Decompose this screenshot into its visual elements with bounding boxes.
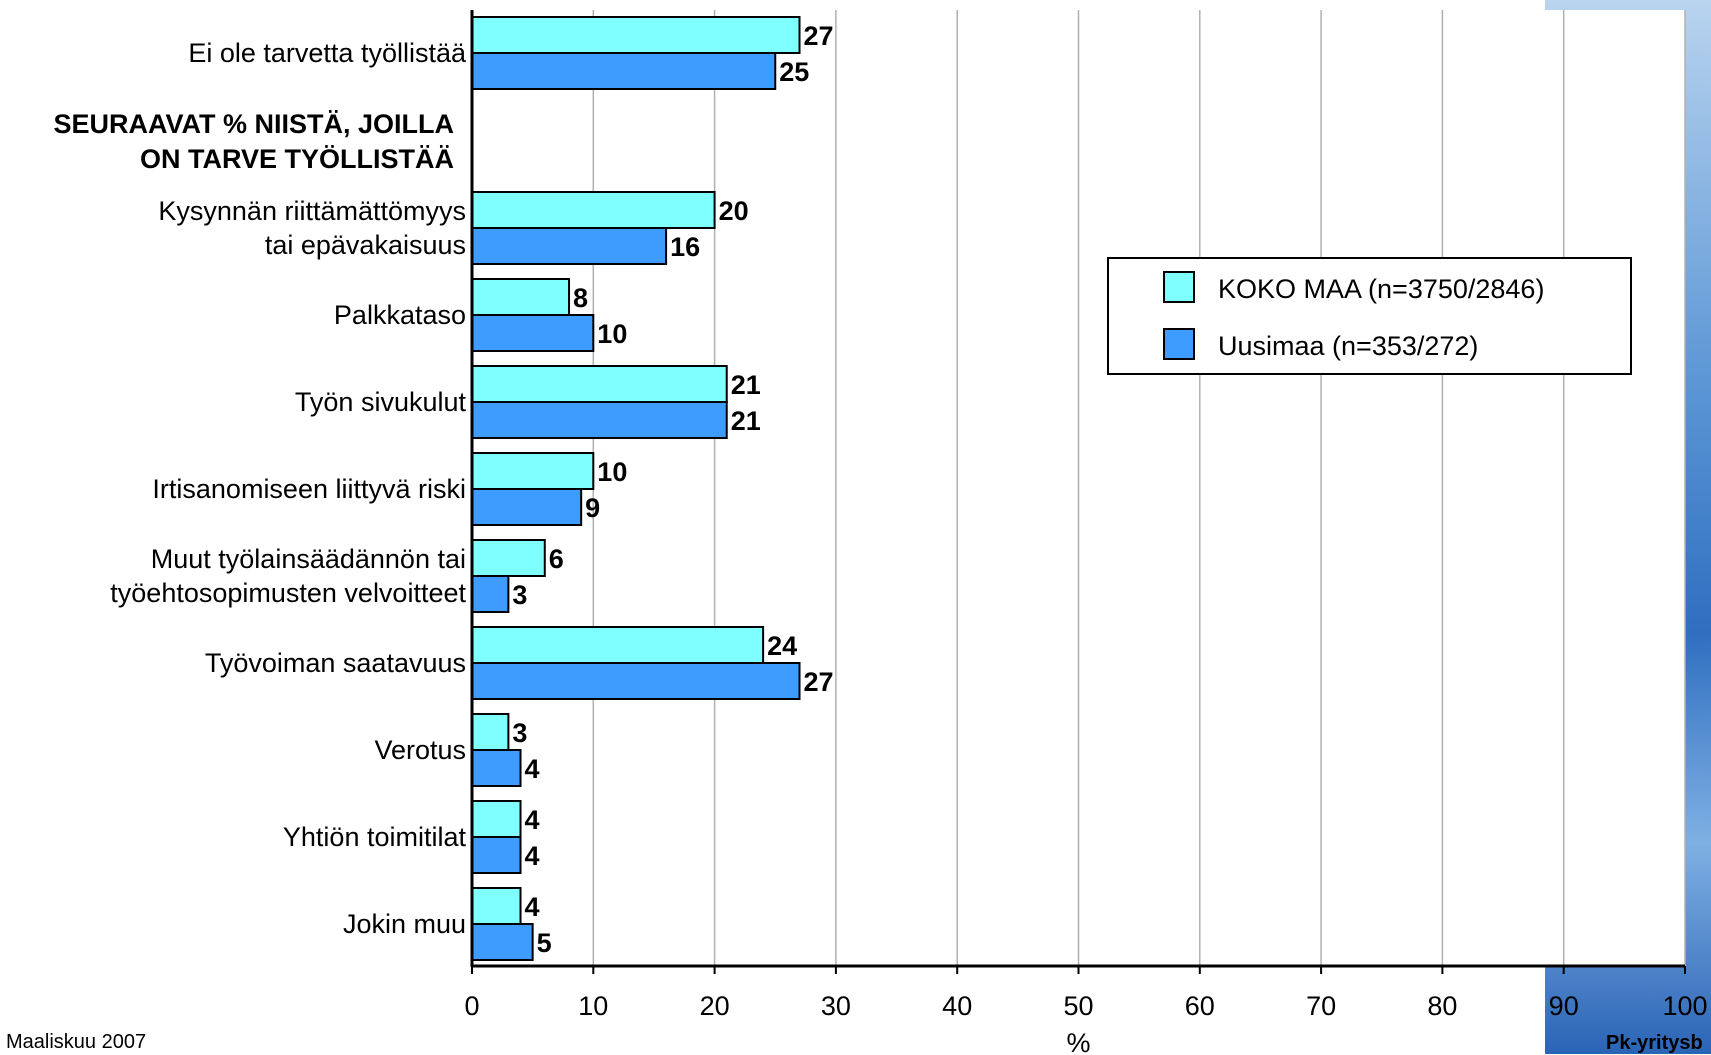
data-label: 4 bbox=[525, 892, 540, 922]
category-label: työehtosopimusten velvoitteet bbox=[110, 578, 466, 608]
x-tick-label: 50 bbox=[1063, 991, 1093, 1021]
data-label: 25 bbox=[779, 57, 809, 87]
bar bbox=[471, 16, 801, 54]
x-tick-label: 0 bbox=[464, 991, 479, 1021]
category-label: Työn sivukulut bbox=[295, 387, 467, 417]
bar bbox=[471, 626, 765, 664]
category-label: Yhtiön toimitilat bbox=[283, 822, 467, 852]
category-label: tai epävakaisuus bbox=[265, 230, 466, 260]
data-label: 4 bbox=[525, 841, 540, 871]
footer-date: Maaliskuu 2007 bbox=[6, 1031, 147, 1053]
section-label: SEURAAVAT % NIISTÄ, JOILLA bbox=[53, 109, 454, 139]
x-tick-label: 70 bbox=[1306, 991, 1336, 1021]
category-label: Kysynnän riittämättömyys bbox=[158, 196, 466, 226]
x-tick-label: 10 bbox=[578, 991, 608, 1021]
x-tick-label: 40 bbox=[942, 991, 972, 1021]
data-label: 16 bbox=[670, 232, 700, 262]
bar bbox=[471, 662, 801, 700]
section-label: ON TARVE TYÖLLISTÄÄ bbox=[140, 144, 454, 174]
data-label: 20 bbox=[719, 196, 749, 226]
data-label: 3 bbox=[512, 718, 527, 748]
legend-label: Uusimaa (n=353/272) bbox=[1218, 331, 1478, 361]
data-label: 10 bbox=[597, 319, 627, 349]
bar bbox=[471, 800, 522, 838]
bar bbox=[471, 365, 728, 403]
category-label: Palkkataso bbox=[334, 300, 466, 330]
legend-swatch bbox=[1163, 328, 1195, 360]
x-tick-label: 90 bbox=[1549, 991, 1579, 1021]
footer-source: Pk-yritysb bbox=[1606, 1032, 1703, 1054]
x-tick-label: 100 bbox=[1662, 991, 1707, 1021]
bar bbox=[471, 452, 595, 490]
category-label: Jokin muu bbox=[343, 909, 466, 939]
data-label: 6 bbox=[549, 544, 564, 574]
bar bbox=[471, 191, 716, 229]
x-axis-label: % bbox=[1066, 1028, 1090, 1054]
category-label: Työvoiman saatavuus bbox=[205, 648, 466, 678]
data-label: 21 bbox=[731, 370, 761, 400]
x-tick-label: 30 bbox=[821, 991, 851, 1021]
bar bbox=[471, 713, 510, 751]
data-label: 4 bbox=[525, 754, 540, 784]
bar bbox=[471, 836, 522, 874]
bar bbox=[471, 749, 522, 787]
legend-label: KOKO MAA (n=3750/2846) bbox=[1218, 274, 1544, 304]
legend-swatch bbox=[1163, 271, 1195, 303]
bar bbox=[471, 314, 595, 352]
bar bbox=[471, 575, 510, 613]
data-label: 3 bbox=[512, 580, 527, 610]
data-label: 8 bbox=[573, 283, 588, 313]
data-label: 24 bbox=[767, 631, 797, 661]
bar bbox=[471, 887, 522, 925]
category-label: Verotus bbox=[374, 735, 466, 765]
x-tick-label: 80 bbox=[1427, 991, 1457, 1021]
data-label: 10 bbox=[597, 457, 627, 487]
bar bbox=[471, 923, 534, 961]
data-label: 27 bbox=[804, 667, 834, 697]
data-label: 4 bbox=[525, 805, 540, 835]
data-label: 27 bbox=[804, 21, 834, 51]
bar bbox=[471, 488, 583, 526]
category-label: Irtisanomiseen liittyvä riski bbox=[152, 474, 466, 504]
bar bbox=[471, 52, 777, 90]
data-label: 5 bbox=[537, 928, 552, 958]
data-label: 21 bbox=[731, 406, 761, 436]
x-tick-label: 60 bbox=[1185, 991, 1215, 1021]
bar bbox=[471, 278, 571, 316]
bar bbox=[471, 401, 728, 439]
legend-box bbox=[1107, 257, 1632, 375]
category-label: Muut työlainsäädännön tai bbox=[151, 544, 466, 574]
bar bbox=[471, 227, 668, 265]
bar bbox=[471, 539, 546, 577]
x-tick-label: 20 bbox=[700, 991, 730, 1021]
data-label: 9 bbox=[585, 493, 600, 523]
category-label: Ei ole tarvetta työllistää bbox=[188, 38, 467, 68]
